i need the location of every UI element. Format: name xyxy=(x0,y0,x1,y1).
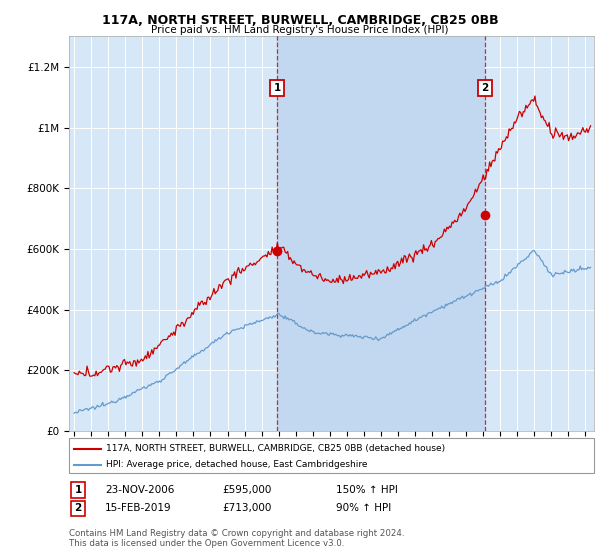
Text: Price paid vs. HM Land Registry's House Price Index (HPI): Price paid vs. HM Land Registry's House … xyxy=(151,25,449,35)
Text: 1: 1 xyxy=(74,485,82,495)
Text: 1: 1 xyxy=(274,83,281,93)
Text: 15-FEB-2019: 15-FEB-2019 xyxy=(105,503,172,514)
Text: Contains HM Land Registry data © Crown copyright and database right 2024.
This d: Contains HM Land Registry data © Crown c… xyxy=(69,529,404,548)
Bar xyxy=(277,36,485,431)
FancyBboxPatch shape xyxy=(69,438,594,473)
Text: 90% ↑ HPI: 90% ↑ HPI xyxy=(336,503,391,514)
Text: 2: 2 xyxy=(74,503,82,514)
Text: 150% ↑ HPI: 150% ↑ HPI xyxy=(336,485,398,495)
Text: £595,000: £595,000 xyxy=(222,485,271,495)
Text: £713,000: £713,000 xyxy=(222,503,271,514)
Text: 2: 2 xyxy=(482,83,489,93)
Text: 117A, NORTH STREET, BURWELL, CAMBRIDGE, CB25 0BB (detached house): 117A, NORTH STREET, BURWELL, CAMBRIDGE, … xyxy=(106,445,445,454)
Text: 23-NOV-2006: 23-NOV-2006 xyxy=(105,485,175,495)
Text: 117A, NORTH STREET, BURWELL, CAMBRIDGE, CB25 0BB: 117A, NORTH STREET, BURWELL, CAMBRIDGE, … xyxy=(101,14,499,27)
Text: HPI: Average price, detached house, East Cambridgeshire: HPI: Average price, detached house, East… xyxy=(106,460,367,469)
